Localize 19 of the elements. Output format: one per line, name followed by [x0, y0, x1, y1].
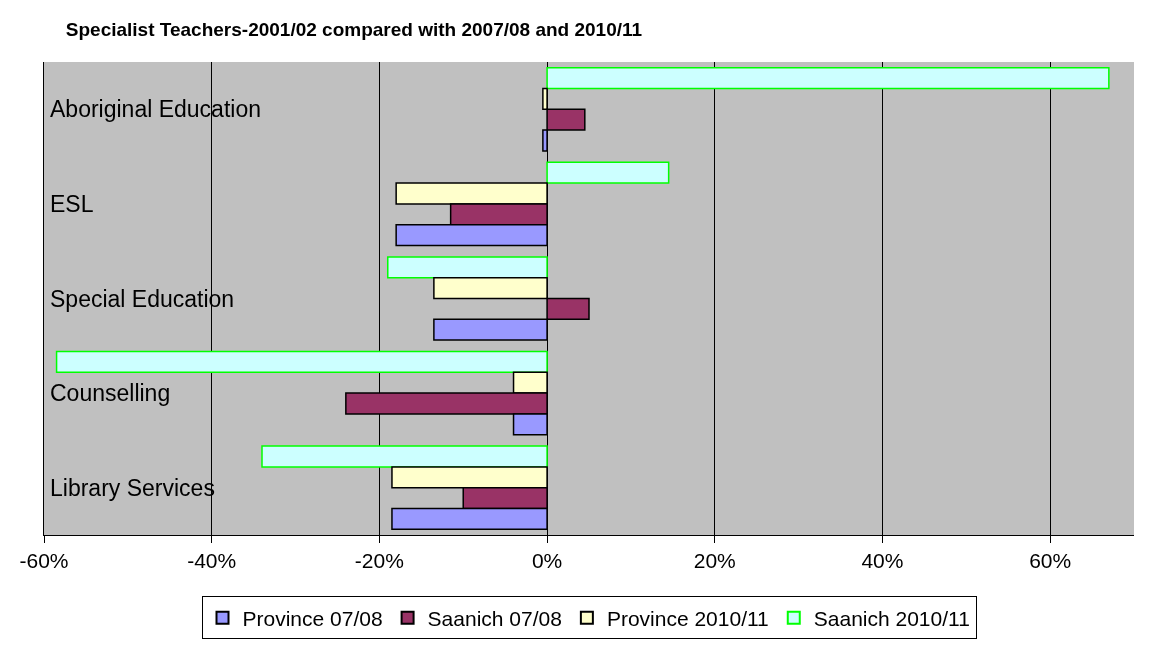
y-tick-label: Counselling: [50, 380, 171, 406]
x-tick-label: -60%: [19, 549, 69, 573]
chart-title: Specialist Teachers-2001/02 compared with 2007/08 and 2010/11: [65, 19, 643, 41]
legend-label: Saanich 07/08: [427, 606, 562, 630]
bar: [387, 256, 548, 279]
x-tick-label: 60%: [1029, 549, 1072, 573]
legend-label: Province 07/08: [242, 606, 383, 630]
legend-label: Saanich 2010/11: [813, 606, 970, 630]
x-tick-label: -40%: [187, 549, 237, 573]
bar: [55, 350, 548, 374]
legend-label: Province 2010/11: [606, 606, 769, 630]
x-tick-label: -20%: [354, 549, 404, 573]
bar: [261, 445, 548, 468]
x-tick-label: 0%: [531, 549, 563, 573]
bar: [546, 161, 670, 184]
x-tick-label: 20%: [693, 549, 736, 573]
bar: [546, 66, 1110, 90]
y-tick-label: ESL: [50, 191, 94, 217]
x-tick-label: 40%: [861, 549, 904, 573]
